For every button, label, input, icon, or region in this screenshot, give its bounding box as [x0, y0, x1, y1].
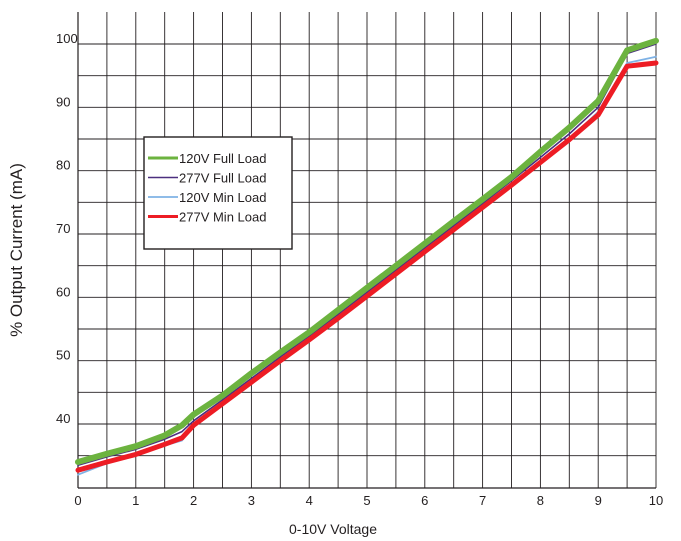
- x-tick-label: 1: [132, 493, 139, 508]
- y-tick-label: 80: [56, 158, 70, 173]
- legend-items: 120V Full Load 277V Full Load 120V Min Loa…: [148, 151, 266, 225]
- y-tick-label: 100: [56, 31, 78, 46]
- x-tick-labels: 0 1 2 3 4 5 6 7 8 9 10: [74, 493, 663, 508]
- y-axis-title: % Output Current (mA): [7, 163, 26, 337]
- y-tick-label: 40: [56, 411, 70, 426]
- x-tick-label: 2: [190, 493, 197, 508]
- series-layer: [75, 37, 659, 476]
- legend-label: 120V Min Load: [179, 190, 266, 205]
- series-line-277v-min-load: [75, 60, 659, 473]
- y-tick-label: 60: [56, 284, 70, 299]
- legend-label: 277V Full Load: [179, 171, 266, 186]
- y-tick-labels: 40 50 60 70 80 90 100: [56, 31, 78, 426]
- series-line-277v-full-load: [77, 43, 657, 466]
- x-tick-label: 7: [479, 493, 486, 508]
- series-line-120v-full-load: [75, 37, 659, 465]
- grid: [77, 12, 657, 489]
- y-tick-label: 90: [56, 94, 70, 109]
- x-tick-label: 8: [537, 493, 544, 508]
- legend-label: 120V Full Load: [179, 151, 266, 166]
- y-tick-label: 70: [56, 221, 70, 236]
- legend-label: 277V Min Load: [179, 210, 266, 225]
- x-axis-title: 0-10V Voltage: [289, 521, 377, 537]
- legend-box: [143, 136, 293, 250]
- x-tick-label: 9: [595, 493, 602, 508]
- x-tick-label: 6: [421, 493, 428, 508]
- x-tick-label: 0: [74, 493, 81, 508]
- x-tick-label: 10: [649, 493, 663, 508]
- x-tick-label: 4: [306, 493, 313, 508]
- y-tick-label: 50: [56, 348, 70, 363]
- x-tick-label: 5: [363, 493, 370, 508]
- legend: 120V Full Load 277V Full Load 120V Min Loa…: [143, 136, 293, 250]
- x-tick-label: 3: [248, 493, 255, 508]
